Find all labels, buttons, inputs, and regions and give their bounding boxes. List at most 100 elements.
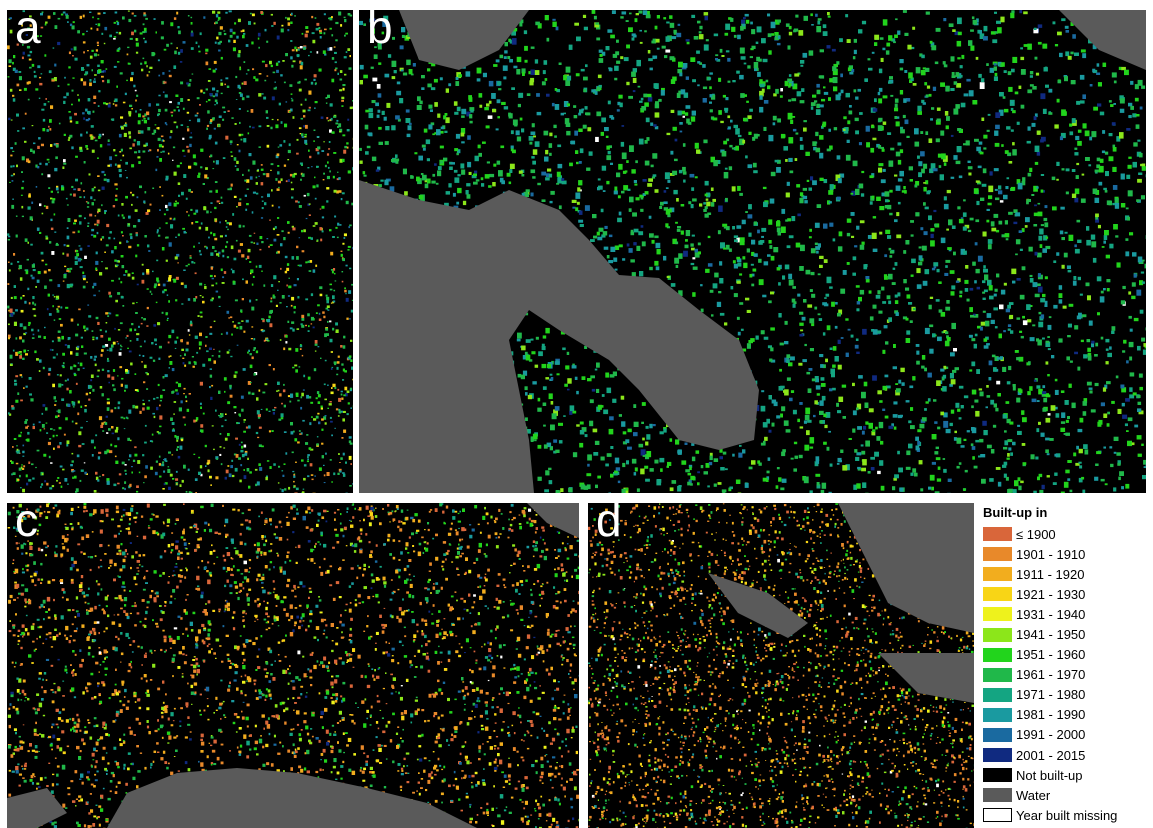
- building: [740, 93, 745, 98]
- building: [225, 77, 229, 80]
- building: [161, 463, 165, 467]
- building: [210, 266, 213, 270]
- building: [819, 135, 824, 140]
- building: [21, 464, 23, 466]
- building: [682, 171, 687, 175]
- building: [211, 425, 214, 427]
- building: [59, 465, 63, 468]
- building: [956, 83, 962, 88]
- building: [641, 402, 646, 406]
- building: [293, 474, 296, 476]
- building: [167, 468, 171, 473]
- building: [966, 78, 971, 82]
- building: [306, 460, 309, 463]
- building: [125, 337, 127, 339]
- building: [777, 19, 781, 23]
- building: [915, 436, 919, 441]
- building: [226, 222, 230, 225]
- building: [769, 245, 773, 249]
- building: [273, 238, 277, 242]
- building: [767, 85, 771, 90]
- building: [82, 367, 85, 369]
- building: [131, 71, 134, 76]
- building: [61, 398, 65, 401]
- building: [277, 146, 280, 148]
- building: [134, 89, 137, 92]
- building: [1058, 285, 1063, 290]
- building: [187, 15, 190, 17]
- building: [300, 406, 303, 410]
- building: [826, 45, 831, 49]
- building: [218, 251, 221, 255]
- building: [654, 126, 659, 130]
- building: [1014, 480, 1019, 487]
- building: [111, 118, 115, 121]
- building: [541, 81, 546, 86]
- building: [332, 327, 335, 331]
- building: [331, 434, 333, 437]
- building: [246, 468, 250, 472]
- building: [77, 412, 80, 416]
- building: [944, 272, 949, 276]
- building: [207, 469, 210, 473]
- building: [866, 142, 870, 148]
- building: [158, 227, 161, 229]
- building: [283, 431, 287, 433]
- building: [130, 236, 133, 240]
- building: [317, 412, 320, 415]
- building: [339, 158, 343, 163]
- building: [633, 180, 637, 184]
- building: [73, 372, 76, 375]
- building: [702, 86, 708, 90]
- building: [107, 374, 111, 378]
- building: [608, 492, 611, 493]
- building: [524, 386, 528, 391]
- building: [508, 38, 511, 43]
- building: [257, 416, 261, 419]
- building: [138, 325, 140, 328]
- building: [285, 16, 287, 19]
- building: [993, 307, 998, 311]
- building: [933, 209, 937, 213]
- building: [334, 386, 337, 390]
- building: [275, 154, 279, 159]
- building: [131, 276, 135, 280]
- building: [25, 426, 28, 429]
- building: [15, 215, 18, 217]
- building: [604, 225, 608, 229]
- building: [230, 245, 234, 250]
- building: [231, 459, 234, 462]
- building: [1048, 316, 1052, 319]
- building: [904, 119, 909, 125]
- building: [788, 99, 792, 102]
- building: [251, 126, 255, 129]
- building: [234, 165, 237, 167]
- building: [776, 220, 780, 224]
- building: [231, 117, 234, 119]
- building: [331, 131, 335, 134]
- building: [299, 133, 302, 135]
- building: [52, 305, 54, 308]
- building: [93, 53, 97, 57]
- building: [328, 148, 331, 150]
- building: [158, 345, 162, 349]
- building: [273, 463, 276, 466]
- building: [1136, 289, 1142, 296]
- building: [340, 198, 343, 201]
- building: [721, 151, 727, 157]
- building: [1095, 342, 1099, 347]
- building: [290, 431, 294, 435]
- building: [46, 308, 49, 311]
- building: [32, 477, 35, 480]
- building: [92, 338, 95, 341]
- building: [424, 183, 429, 189]
- building: [298, 237, 301, 239]
- building: [60, 323, 63, 327]
- building: [130, 191, 132, 194]
- building: [8, 269, 11, 272]
- building: [217, 124, 220, 127]
- building: [1068, 383, 1072, 388]
- building: [812, 141, 817, 146]
- building: [975, 56, 979, 60]
- building: [467, 135, 471, 140]
